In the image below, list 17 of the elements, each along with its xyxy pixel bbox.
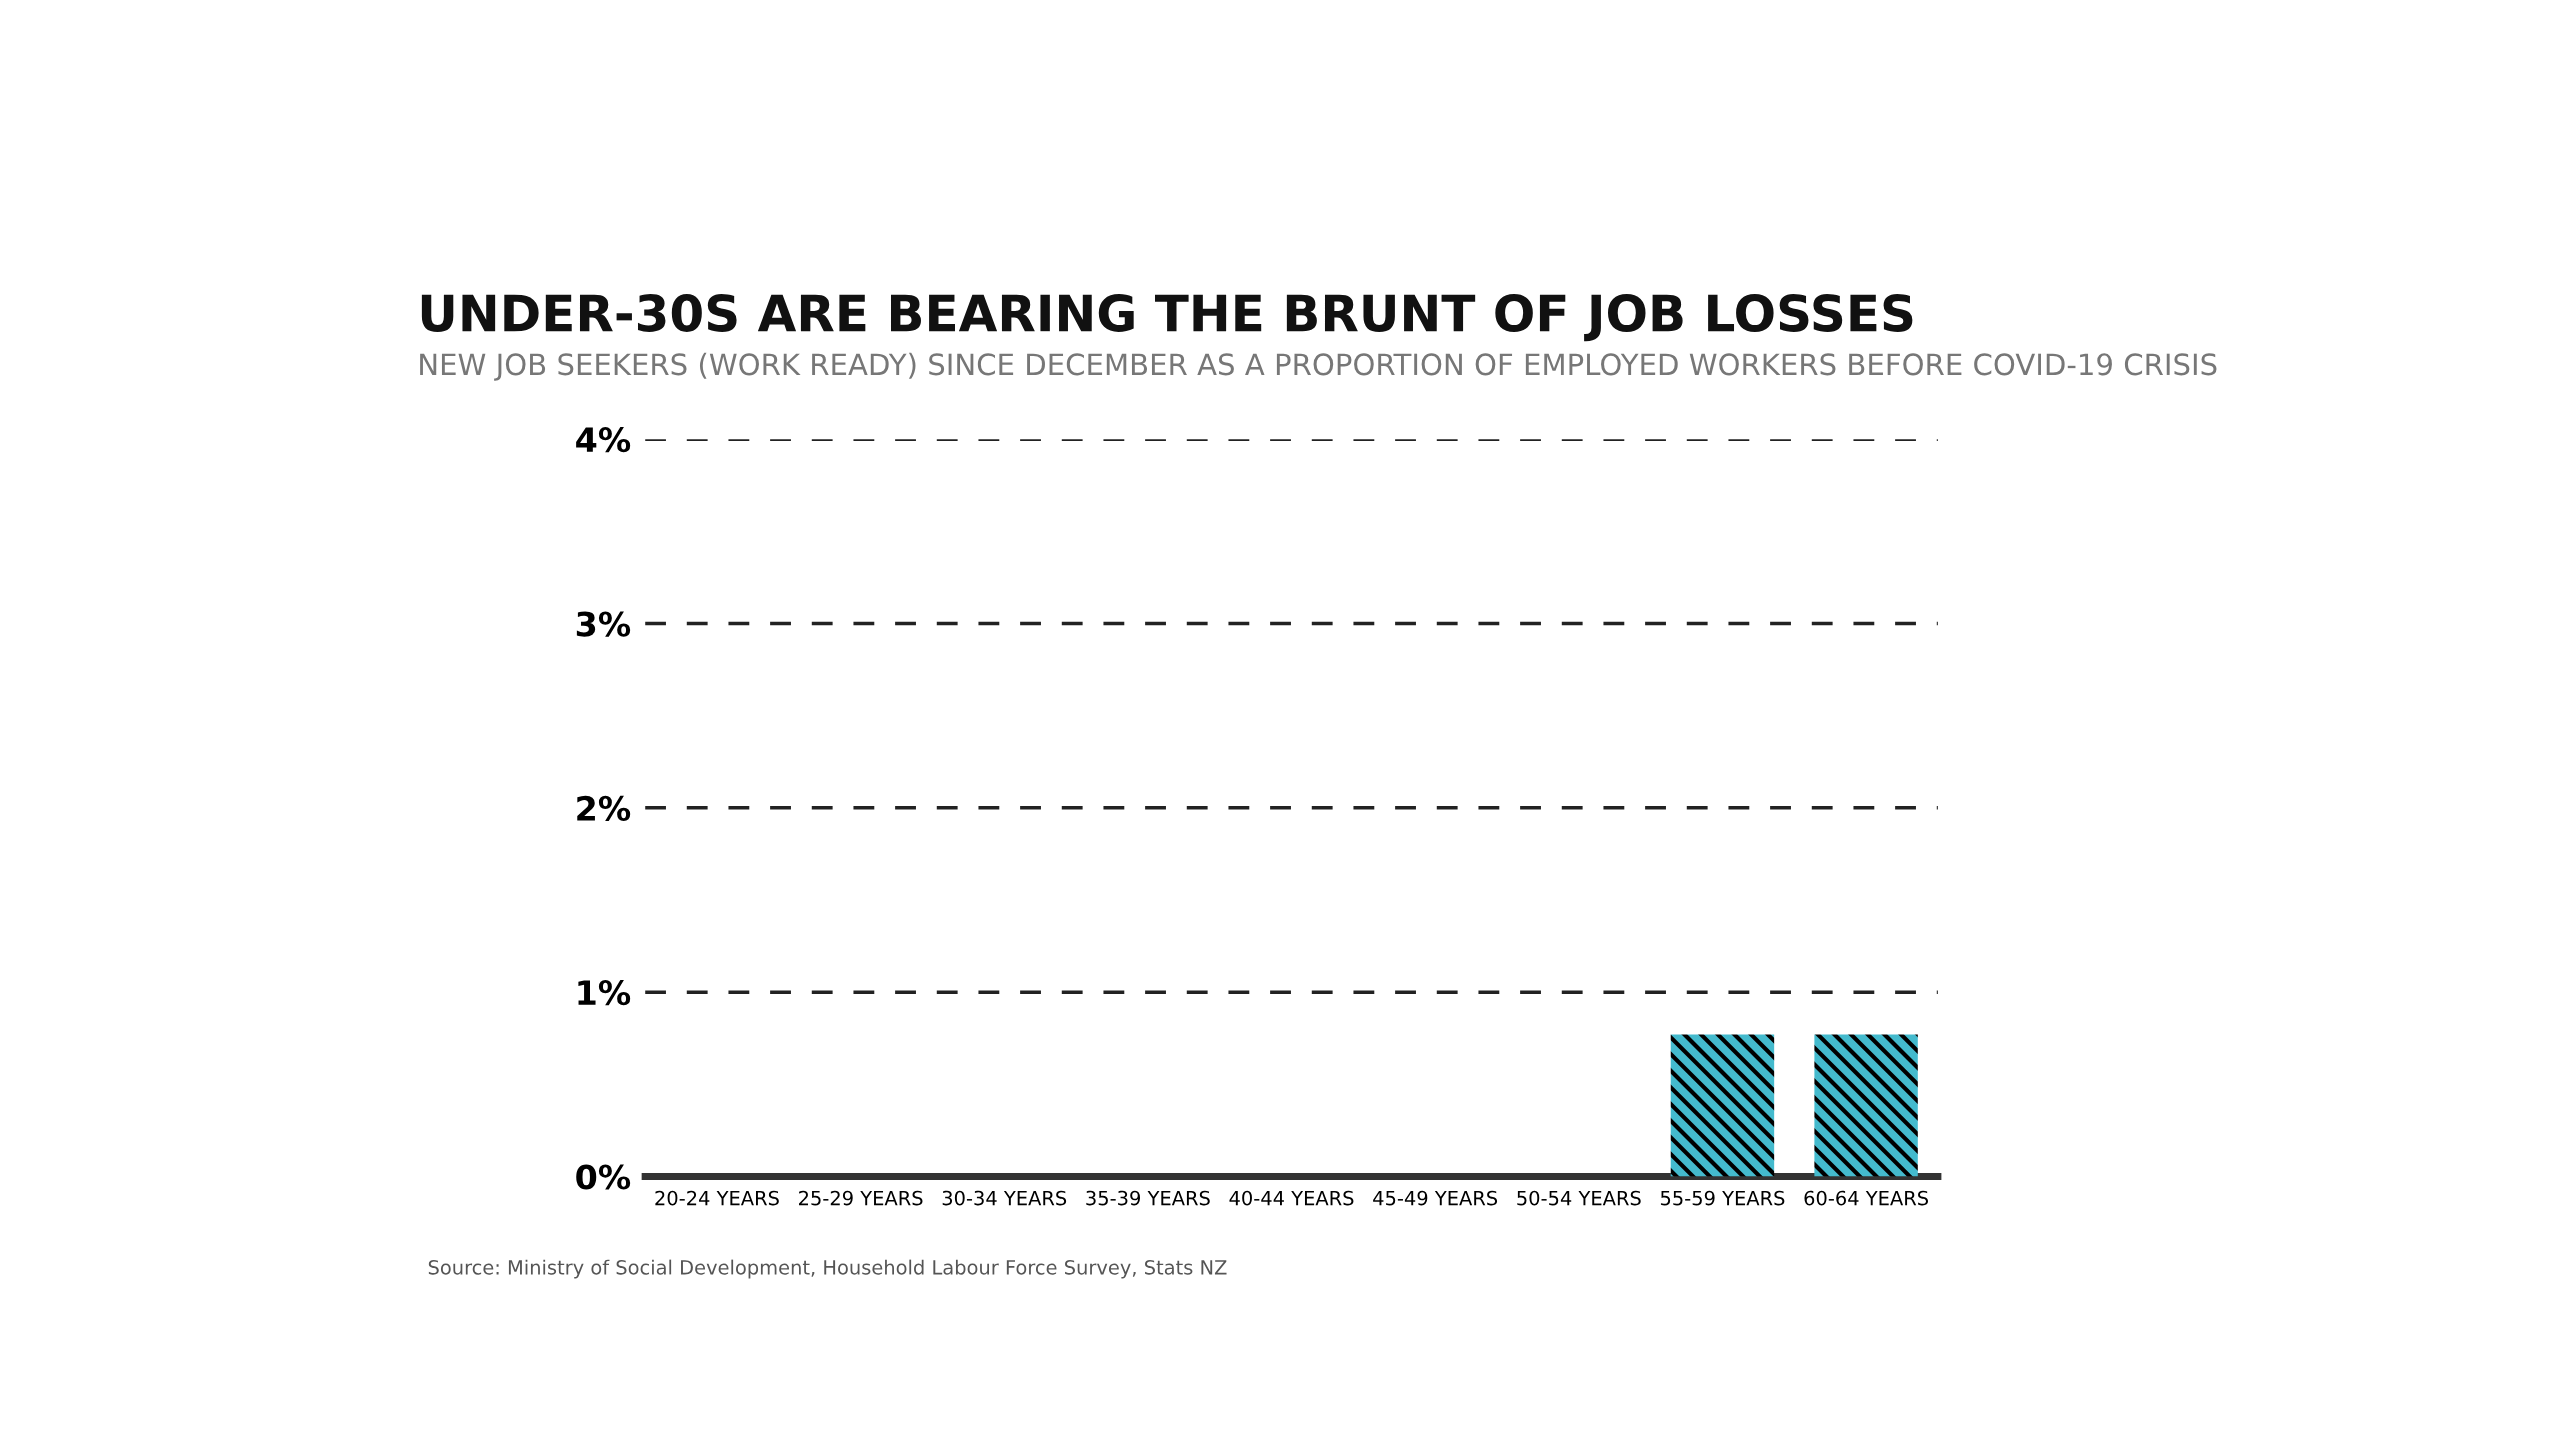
x-tick-label: 45-49 YEARS (1373, 1190, 1498, 1206)
x-tick-label: 50-54 YEARS (1517, 1190, 1641, 1206)
y-tick-label: 3% (576, 611, 631, 637)
x-tick-label: 20-24 YEARS (655, 1190, 779, 1206)
x-tick-label: 55-59 YEARS (1660, 1190, 1785, 1206)
y-tick-label: 1% (578, 980, 631, 1006)
x-tick-label: 35-39 YEARS (1086, 1190, 1210, 1206)
source-note: Source: Ministry of Social Development, Household Labour Force Survey, Stats NZ (428, 1259, 1227, 1279)
chart-subtitle: NEW JOB SEEKERS (WORK READY) SINCE DECEMBER AS A PROPORTION OF EMPLOYED WORKERS BEFORE COVID-19 CRISIS (420, 352, 2217, 381)
y-tick-label: 4% (576, 427, 631, 453)
x-tick-label: 25-29 YEARS (799, 1190, 923, 1206)
x-tick-label: 60-64 YEARS (1804, 1190, 1929, 1206)
chart-title: UNDER-30S ARE BEARING THE BRUNT OF JOB LOSSES (421, 294, 1913, 342)
x-tick-label: 30-34 YEARS (942, 1190, 1067, 1206)
x-tick-label: 40-44 YEARS (1229, 1190, 1354, 1206)
y-tick-label: 2% (577, 795, 631, 821)
y-tick-label: 0% (576, 1164, 631, 1190)
